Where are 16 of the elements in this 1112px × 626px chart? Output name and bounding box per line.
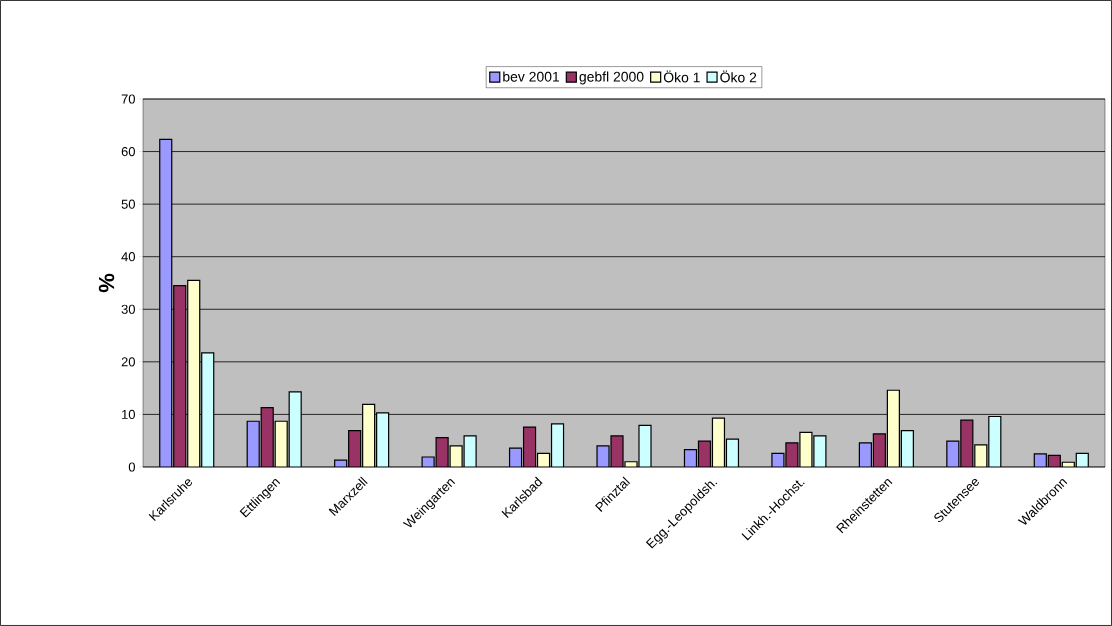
y-tick-label: 60	[121, 146, 135, 157]
y-axis-title: %	[98, 273, 115, 293]
legend-label: Öko 1	[663, 70, 700, 83]
y-tick-label: 30	[121, 304, 135, 314]
legend-label: Öko 2	[720, 70, 757, 83]
bar	[187, 279, 201, 467]
y-tick-label: 0	[128, 462, 135, 472]
legend-label: gebfl 2000	[579, 71, 644, 85]
bar	[159, 138, 173, 467]
bar	[886, 389, 900, 467]
y-tick-label: 10	[122, 409, 135, 419]
y-tick-label: 50	[121, 199, 135, 209]
legend-label: bev 2001	[503, 71, 560, 82]
y-tick-label: 70	[121, 94, 135, 104]
y-tick-label: 20	[121, 357, 135, 367]
y-tick-label: 40	[121, 252, 135, 262]
